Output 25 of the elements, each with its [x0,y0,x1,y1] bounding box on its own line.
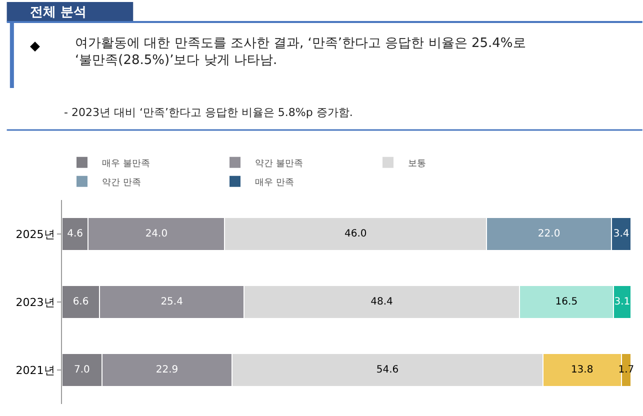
data-label: 3.1 [614,296,630,308]
legend-label: 매우 불만족 [102,158,150,169]
data-label: 3.4 [613,228,630,240]
y-tick-label: 2025년 [16,228,55,241]
legend-label: 매우 만족 [255,178,294,188]
data-label: 6.6 [72,296,89,308]
data-label: 22.9 [156,364,178,376]
legend-label: 보통 [408,158,426,169]
data-label: 4.6 [67,228,84,240]
chart-title: 전체 분석 [30,5,87,20]
y-tick-label: 2021년 [16,364,55,377]
data-label: 54.6 [376,364,399,376]
data-label: 13.8 [570,364,594,376]
legend-label: 약간 불만족 [255,158,303,169]
data-label: 22.0 [538,228,560,240]
legend-label: 약간 만족 [102,178,141,188]
text: ◆ 여가활동에 대한 만족도를 조사한 결과, ‘만족’한다고 응답한 비율은 25.4%로 ‘불만족(28.5%)’보다 낮게 나타남. [30,36,526,68]
data-label: 16.5 [555,296,578,308]
data-label: 48.4 [370,296,393,308]
data-label: 24.0 [145,228,168,240]
data-label: 46.0 [344,228,367,240]
data-label: 7.0 [74,364,90,376]
y-tick-label: 2023년 [16,296,55,309]
text: - 2023년 대비 ‘만족’한다고 응답한 비율은 5.8%p 증가함. [64,106,353,119]
data-label: 25.4 [160,296,183,308]
